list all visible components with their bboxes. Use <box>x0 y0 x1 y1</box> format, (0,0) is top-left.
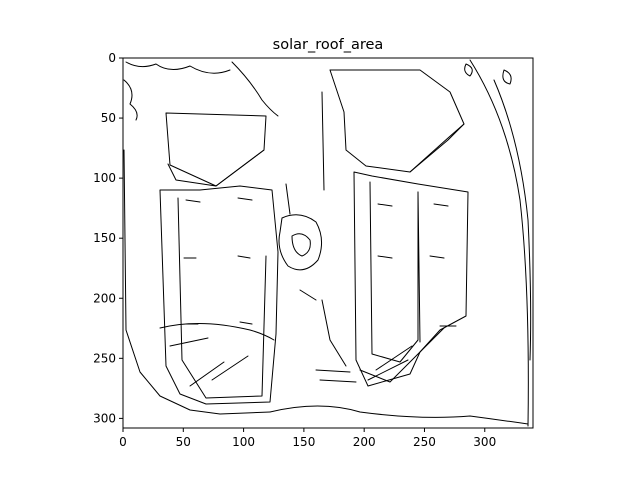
x-tick-label: 300 <box>473 435 496 449</box>
left-roof-inner <box>177 197 267 399</box>
top-line <box>231 61 279 117</box>
y-tick-label: 50 <box>101 111 116 125</box>
right-roof-diagonal <box>409 123 465 173</box>
lower-left-lines <box>169 337 249 387</box>
right-roof-inner <box>369 181 419 363</box>
bottom-boundary <box>269 405 529 425</box>
center-tree-inner <box>291 233 311 257</box>
left-boundary <box>123 149 271 415</box>
right-roof-outline <box>329 69 465 173</box>
left-roof-seam <box>167 149 265 187</box>
center-tree <box>278 214 322 271</box>
x-tick-label: 50 <box>176 435 191 449</box>
edge-detection-image <box>123 58 533 428</box>
right-roof-body <box>353 171 469 387</box>
road-curve-inner <box>493 79 532 361</box>
axes-frame <box>122 57 534 429</box>
roof-features-left <box>183 197 253 325</box>
right-roof-vertical <box>417 191 421 343</box>
lower-right-lines <box>315 345 413 383</box>
y-tick-label: 150 <box>93 231 116 245</box>
y-tick-label: 200 <box>93 291 116 305</box>
x-tick-label: 250 <box>413 435 436 449</box>
y-axis: 0 50 100 150 200 250 300 <box>93 51 123 425</box>
y-tick-label: 300 <box>93 411 116 425</box>
x-tick-label: 100 <box>232 435 255 449</box>
x-axis: 0 50 100 150 200 250 300 <box>119 428 496 449</box>
x-tick-label: 150 <box>292 435 315 449</box>
top-left-clutter-2 <box>123 79 138 121</box>
top-left-clutter <box>125 61 231 74</box>
x-tick-label: 200 <box>353 435 376 449</box>
y-tick-label: 250 <box>93 351 116 365</box>
roof-features-right <box>377 203 457 327</box>
y-tick-label: 100 <box>93 171 116 185</box>
plot-title: solar_roof_area <box>273 37 384 53</box>
top-right-blobs <box>464 63 512 85</box>
left-roof-band <box>159 323 275 341</box>
center-lines <box>285 91 347 367</box>
left-roof-body <box>159 185 279 405</box>
road-curve-outer <box>469 59 529 427</box>
y-tick-label: 0 <box>108 51 116 65</box>
x-tick-label: 0 <box>119 435 127 449</box>
